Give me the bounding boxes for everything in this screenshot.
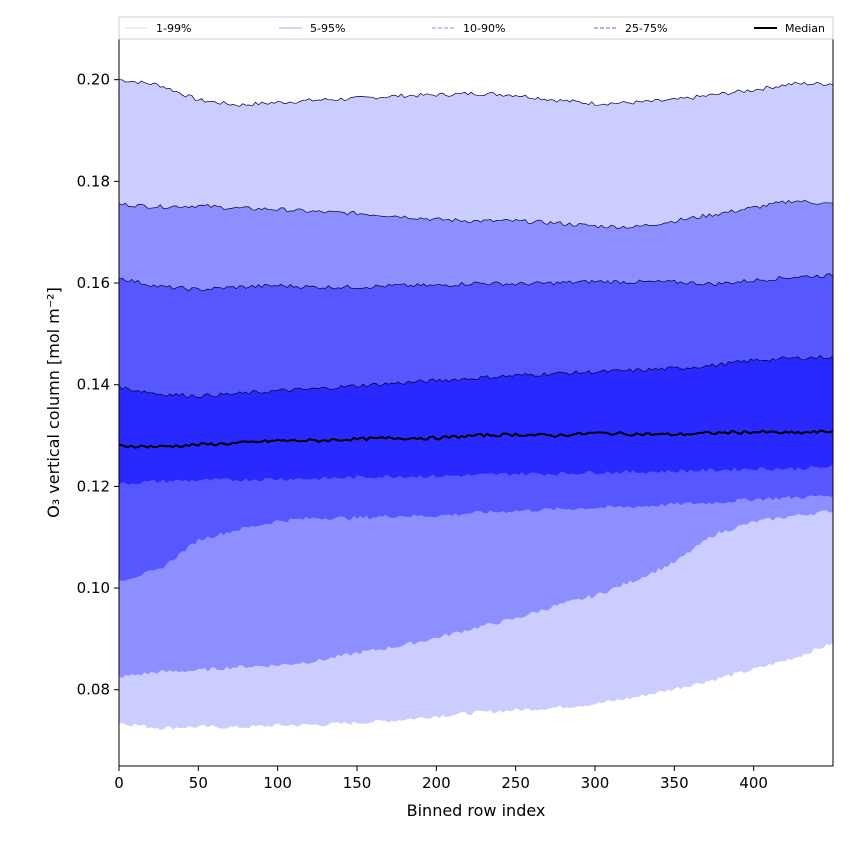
x-tick-label: 200 [422,774,451,792]
band-25-75%-fill [119,355,833,485]
x-tick-label: 50 [189,774,208,792]
median-line [118,429,834,449]
bands-layer [118,79,834,730]
legend-label-25-75%: 25-75% [625,22,667,35]
y-tick-label: 0.12 [77,477,110,495]
x-tick-label: 150 [343,774,372,792]
y-axis-ticks: 0.08 0.10 0.12 0.14 0.16 0.18 0.20 [77,71,119,699]
x-tick-label: 0 [114,774,124,792]
y-tick-label: 0.16 [77,274,110,292]
x-tick-label: 250 [501,774,530,792]
y-tick-label: 0.14 [77,376,110,394]
x-axis-label: Binned row index [407,801,546,820]
legend: 1-99% 5-95% 10-90% 25-75% Median [118,16,834,40]
x-tick-label: 100 [263,774,292,792]
y-tick-label: 0.18 [77,172,110,190]
legend-label-1-99%: 1-99% [156,22,191,35]
band-25-75%-upper-edge [118,354,834,398]
x-tick-label: 400 [739,774,768,792]
x-axis-ticks: 0 50 100 150 200 250 300 350 400 [114,766,768,792]
legend-label-5-95%: 5-95% [310,22,345,35]
x-tick-label: 350 [660,774,689,792]
band-5-95%-upper-edge [118,199,834,230]
band-10-90%-upper-edge [118,273,834,292]
legend-frame [118,16,834,40]
legend-label-10-90%: 10-90% [463,22,505,35]
y-tick-label: 0.08 [77,681,110,699]
y-tick-label: 0.20 [77,71,110,89]
band-1-99%-upper-edge [118,79,834,107]
y-tick-label: 0.10 [77,579,110,597]
median-layer [118,429,834,449]
x-tick-label: 300 [581,774,610,792]
legend-label-Median: Median [785,22,825,35]
y-axis-label: O₃ vertical column [mol m⁻²] [44,287,63,518]
